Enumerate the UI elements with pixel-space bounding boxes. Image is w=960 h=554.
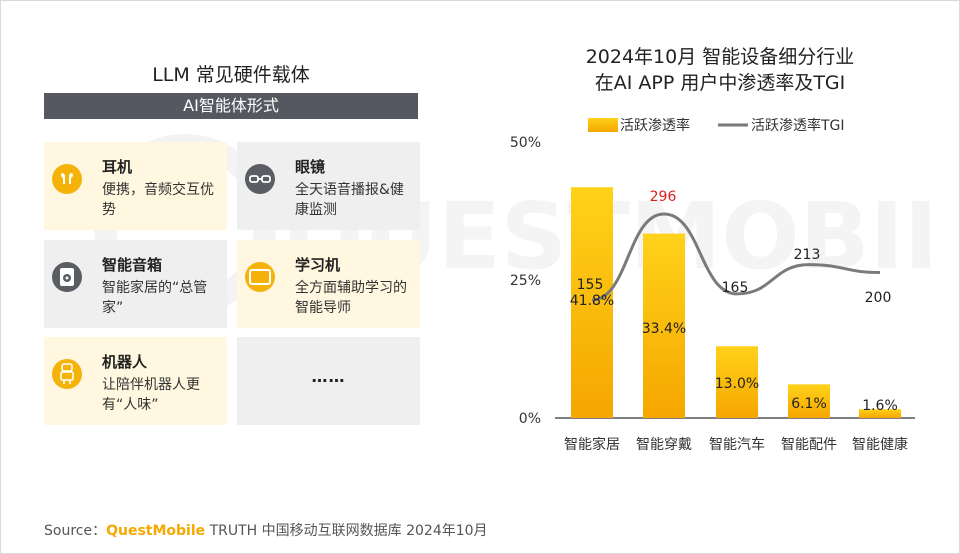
x-tick-label: 智能穿戴: [636, 437, 692, 453]
card-description: 全方面辅助学习的智能导师: [295, 280, 407, 316]
bar-value-label: 41.8%: [570, 293, 614, 309]
tgi-value-label: 155: [577, 277, 604, 293]
bar-value-label: 13.0%: [715, 376, 759, 392]
hardware-card: 眼镜全天语音播报&健康监测: [237, 142, 420, 230]
y-tick-label: 25%: [510, 273, 541, 289]
tgi-value-label: 200: [865, 290, 892, 306]
card-description: 让陪伴机器人更有“人味”: [102, 377, 200, 413]
chart-title: 2024年10月 智能设备细分行业 在AI APP 用户中渗透率及TGI: [520, 44, 920, 96]
bar: [788, 384, 830, 418]
tgi-line: [591, 212, 881, 302]
legend-bar-label: 活跃渗透率: [620, 117, 690, 134]
source-brand: QuestMobile: [106, 523, 206, 539]
tgi-line-series: [591, 212, 881, 302]
hardware-card: 学习机全方面辅助学习的智能导师: [237, 240, 420, 328]
data-labels: 41.8% 33.4% 13.0% 6.1% 1.6% 155 296 165 213 200: [570, 189, 898, 414]
bar: [716, 346, 758, 418]
bar-value-label: 6.1%: [791, 396, 827, 412]
bar-value-label: 33.4%: [642, 321, 686, 337]
hardware-card: 智能音箱智能家居的“总管家”: [44, 240, 227, 328]
earbuds-icon: [52, 164, 82, 194]
source-prefix: Source：: [44, 523, 107, 539]
tgi-value-label: 296: [650, 189, 677, 205]
hardware-card: ……: [237, 337, 420, 425]
card-title: 机器人: [102, 353, 148, 371]
y-axis: 0% 25% 50%: [510, 135, 915, 427]
card-description: 全天语音播报&健康监测: [295, 182, 404, 218]
hardware-card: 机器人让陪伴机器人更有“人味”: [44, 337, 227, 425]
card-title: 眼镜: [295, 158, 326, 176]
source-rest: TRUTH 中国移动互联网数据库 2024年10月: [205, 523, 488, 539]
x-tick-label: 智能汽车: [709, 436, 765, 453]
hardware-card: 耳机便携，音频交互优势: [44, 142, 227, 230]
left-panel-title: LLM 常见硬件载体: [152, 64, 310, 86]
bar: [859, 409, 901, 418]
x-tick-label: 智能健康: [852, 436, 908, 453]
card-description: 便携，音频交互优势: [102, 182, 214, 218]
y-tick-label: 0%: [519, 411, 541, 427]
speaker-icon: [52, 262, 82, 292]
robot-icon: [52, 359, 82, 389]
tgi-value-label: 213: [794, 247, 821, 263]
bar: [571, 187, 613, 418]
legend-bar-swatch: [588, 118, 618, 132]
x-tick-label: 智能家居: [564, 436, 620, 453]
more-ellipsis: ……: [311, 367, 346, 386]
chart-title-line1: 2024年10月 智能设备细分行业: [585, 46, 855, 68]
tgi-value-label: 165: [722, 280, 749, 296]
card-title: 智能音箱: [102, 256, 163, 274]
legend-line-label: 活跃渗透率TGI: [751, 117, 845, 134]
card-title: 学习机: [295, 256, 341, 274]
card-title: 耳机: [102, 158, 133, 176]
bar-value-label: 1.6%: [862, 398, 898, 414]
y-tick-label: 50%: [510, 135, 541, 151]
bar: [643, 233, 685, 418]
x-axis-labels: 智能家居 智能穿戴 智能汽车 智能配件 智能健康: [564, 436, 908, 453]
form-banner: AI智能体形式: [44, 93, 418, 119]
bar-series: [571, 187, 901, 418]
card-description: 智能家居的“总管家”: [102, 280, 208, 316]
chart-title-line2: 在AI APP 用户中渗透率及TGI: [594, 72, 846, 94]
chart-legend: 活跃渗透率 活跃渗透率TGI: [588, 117, 845, 134]
x-tick-label: 智能配件: [781, 437, 837, 453]
tablet-icon: [245, 262, 275, 292]
source-note: Source：QuestMobile TRUTH 中国移动互联网数据库 2024…: [44, 520, 488, 540]
glasses-icon: [245, 164, 275, 194]
